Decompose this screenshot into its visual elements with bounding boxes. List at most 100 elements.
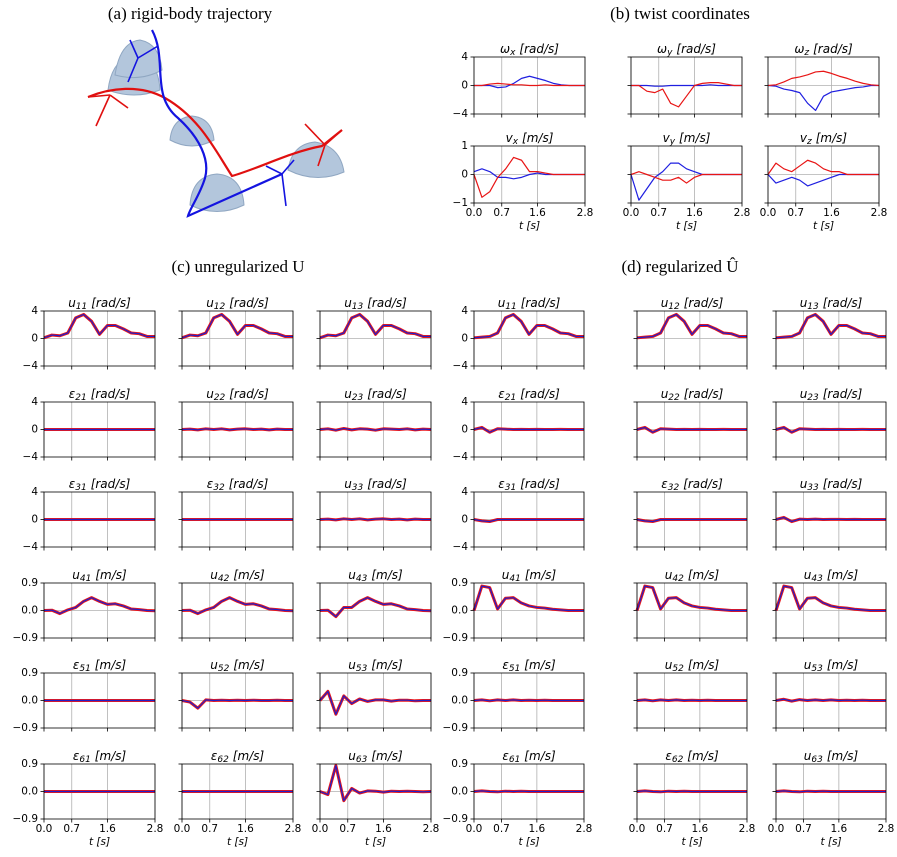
title-unit: [m/s] [524, 749, 556, 763]
x-tick-label: 0.7 [795, 823, 812, 835]
chart-title: u12[rad/s] [661, 296, 724, 312]
x-tick-label: 0.7 [493, 823, 510, 835]
y-tick-label: −0.9 [13, 632, 39, 644]
title-unit: [m/s] [524, 658, 556, 672]
x-axis-label: t [s] [519, 220, 540, 232]
x-tick-label: 2.8 [423, 823, 440, 835]
title-subscript: 33 [807, 483, 819, 493]
title-unit: [m/s] [95, 749, 127, 763]
title-unit: [m/s] [233, 749, 265, 763]
chart-title: u53[m/s] [804, 658, 859, 674]
title-symbol: ω [794, 42, 804, 56]
x-tick-label: 0.7 [656, 823, 673, 835]
x-tick-label: 1.6 [686, 207, 703, 219]
title-unit: [rad/s] [823, 387, 863, 401]
x-tick-label: 0.0 [629, 823, 646, 835]
title-unit: [rad/s] [229, 387, 269, 401]
chart-title: u63[m/s] [348, 749, 403, 765]
title-unit: [m/s] [679, 131, 711, 145]
title-unit: [m/s] [95, 658, 127, 672]
title-subscript: 23 [352, 393, 364, 403]
chart-title: ωx[rad/s] [500, 42, 559, 58]
title-subscript: 32 [668, 483, 680, 493]
x-tick-label: 1.6 [831, 823, 848, 835]
title-subscript: 32 [213, 483, 225, 493]
y-tick-label: 0.9 [451, 577, 468, 589]
title-unit: [rad/s] [91, 296, 131, 310]
title-unit: [rad/s] [823, 477, 863, 491]
y-tick-label: 4 [461, 486, 468, 498]
chart-title: u53[m/s] [348, 658, 403, 674]
title-unit: [m/s] [816, 131, 848, 145]
panel-title: (b) twist coordinates [610, 4, 750, 23]
y-tick-label: 0 [461, 514, 468, 526]
x-axis-label: t [s] [89, 836, 110, 848]
x-axis-label: t [s] [227, 836, 248, 848]
y-tick-label: −4 [453, 360, 469, 372]
x-axis-label: t [s] [681, 836, 702, 848]
chart-title: u33[rad/s] [344, 477, 407, 493]
y-tick-label: 0 [461, 169, 468, 181]
title-unit: [rad/s] [823, 296, 863, 310]
y-tick-label: 0.0 [21, 695, 38, 707]
title-unit: [rad/s] [91, 387, 131, 401]
x-tick-label: 2.8 [871, 207, 888, 219]
x-tick-label: 0.7 [650, 207, 667, 219]
y-tick-label: 0.9 [21, 577, 38, 589]
title-unit: [m/s] [827, 568, 859, 582]
title-unit: [rad/s] [229, 296, 269, 310]
figure: (a) rigid-body trajectory (b) twist coor… [0, 0, 897, 857]
y-tick-label: −4 [453, 541, 469, 553]
y-tick-label: 0.9 [451, 667, 468, 679]
chart-title: u11[rad/s] [68, 296, 131, 312]
title-unit: [m/s] [827, 658, 859, 672]
title-unit: [rad/s] [520, 477, 560, 491]
y-tick-label: −4 [23, 360, 39, 372]
y-tick-label: 4 [31, 396, 38, 408]
y-tick-label: 0.9 [21, 758, 38, 770]
y-tick-label: −4 [23, 541, 39, 553]
y-tick-label: −1 [453, 197, 468, 209]
chart-title: ωz[rad/s] [794, 42, 853, 58]
title-subscript: 43 [811, 574, 823, 584]
y-tick-label: −0.9 [443, 632, 469, 644]
chart-title: ε31[rad/s] [69, 477, 131, 493]
y-tick-label: −0.9 [443, 722, 469, 734]
x-tick-label: 2.8 [285, 823, 302, 835]
title-subscript: 63 [811, 755, 823, 765]
y-tick-label: 0.0 [21, 605, 38, 617]
series-line [631, 85, 742, 86]
chart-title: ε32[rad/s] [661, 477, 723, 493]
x-tick-label: 2.8 [739, 823, 756, 835]
x-tick-label: 0.7 [493, 207, 510, 219]
x-tick-label: 2.8 [576, 823, 593, 835]
x-tick-label: 0.0 [768, 823, 785, 835]
y-tick-label: 0 [461, 424, 468, 436]
chart-title: vy[m/s] [663, 131, 711, 147]
x-tick-label: 0.0 [623, 207, 640, 219]
title-unit: [rad/s] [229, 477, 269, 491]
title-unit: [m/s] [687, 749, 719, 763]
chart-title: ε51[m/s] [502, 658, 556, 674]
x-tick-label: 2.8 [577, 207, 594, 219]
title-unit: [rad/s] [521, 296, 561, 310]
panel-title: (c) unregularized U [171, 257, 304, 276]
chart-title: u42[m/s] [665, 568, 720, 584]
series-line [637, 791, 747, 792]
title-subscript: 62 [672, 755, 684, 765]
series-line [474, 791, 584, 792]
title-unit: [rad/s] [684, 296, 724, 310]
x-tick-label: 2.8 [147, 823, 164, 835]
y-tick-label: 0.0 [451, 786, 468, 798]
y-tick-label: 0.0 [451, 605, 468, 617]
chart-title: u33[rad/s] [800, 477, 863, 493]
chart-title: ωy[rad/s] [657, 42, 716, 58]
x-tick-label: 1.6 [375, 823, 392, 835]
chart-title: u13[rad/s] [344, 296, 407, 312]
title-subscript: 41 [509, 574, 520, 584]
title-subscript: 53 [356, 664, 368, 674]
panel-title: (a) rigid-body trajectory [108, 4, 273, 23]
title-unit: [rad/s] [91, 477, 131, 491]
x-tick-label: 1.6 [529, 207, 546, 219]
chart-title: ε62[m/s] [211, 749, 265, 765]
